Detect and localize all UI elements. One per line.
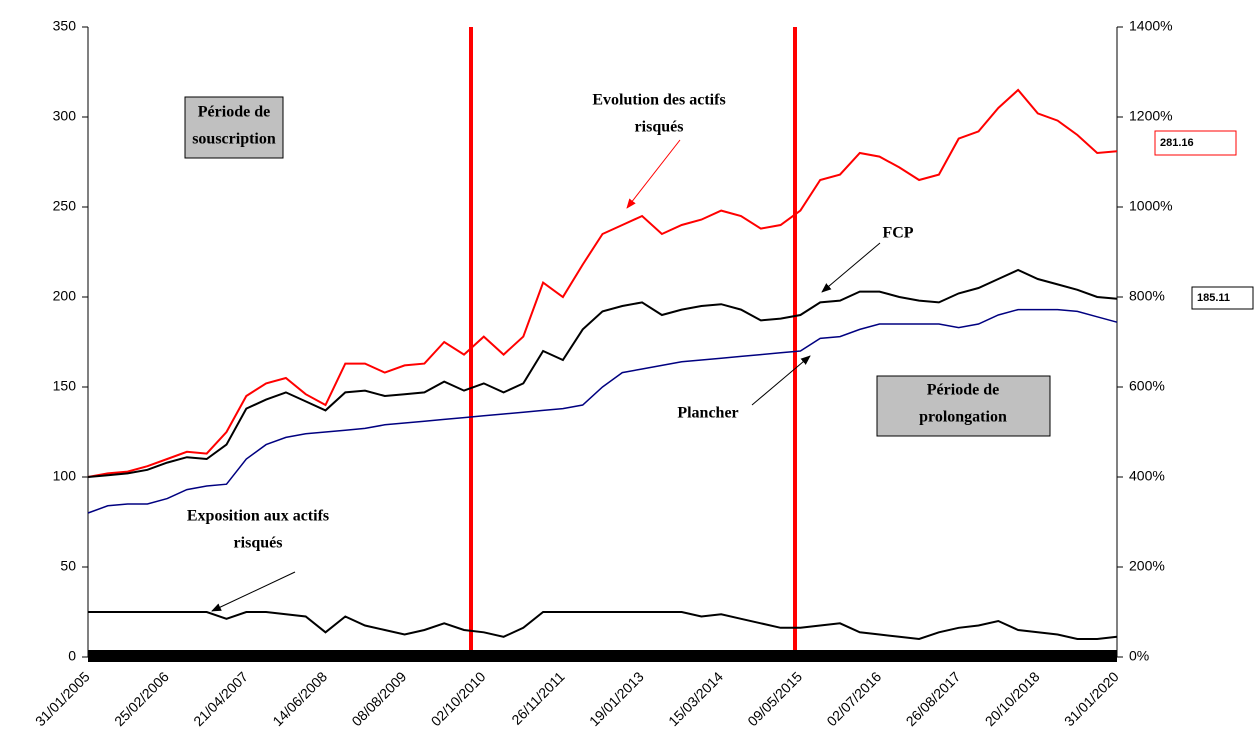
y-tick-label: 300 — [53, 108, 77, 124]
y-tick-label: 50 — [60, 558, 76, 574]
annotation: Période de — [198, 104, 270, 121]
x-tick-label: 08/08/2009 — [348, 668, 409, 729]
x-tick-label: 26/11/2011 — [508, 668, 568, 728]
annotation-box — [184, 96, 284, 159]
y-tick-label: 150 — [53, 378, 77, 394]
annotation: FCP — [882, 225, 913, 242]
annotation: souscription — [192, 131, 276, 148]
y-tick-label: 250 — [53, 198, 77, 214]
annotation: prolongation — [919, 409, 1007, 426]
x-tick-label: 26/08/2017 — [903, 668, 964, 729]
y2-tick-label: 800% — [1129, 288, 1165, 304]
y2-tick-label: 1000% — [1129, 198, 1173, 214]
series-line — [87, 88, 1118, 478]
y2-tick-label: 0% — [1129, 648, 1149, 664]
y2-tick-label: 600% — [1129, 378, 1165, 394]
arrow — [626, 139, 681, 209]
x-tick-label: 14/06/2008 — [269, 668, 330, 729]
x-tick-label: 15/03/2014 — [665, 668, 726, 729]
x-tick-label: 02/10/2010 — [428, 668, 489, 729]
y-tick-label: 0 — [68, 648, 76, 664]
x-tick-label: 19/01/2013 — [586, 668, 647, 729]
value-box — [1191, 286, 1254, 310]
x-tick-label: 31/01/2020 — [1061, 668, 1122, 729]
annotation: Période de — [927, 382, 999, 399]
y-tick-label: 200 — [53, 288, 77, 304]
y-tick-label: 100 — [53, 468, 77, 484]
x-tick-label: 02/07/2016 — [823, 668, 884, 729]
annotation: risqués — [234, 535, 283, 552]
arrow — [821, 242, 881, 293]
annotation: Plancher — [677, 405, 738, 422]
arrow — [751, 355, 811, 406]
annotation: Evolution des actifs — [592, 92, 725, 109]
value-label: 281.16 — [1160, 137, 1194, 149]
y-tick-label: 350 — [53, 18, 77, 34]
arrow — [211, 571, 296, 612]
y2-tick-label: 200% — [1129, 558, 1165, 574]
x-tick-label: 21/04/2007 — [190, 668, 251, 729]
y2-tick-label: 1200% — [1129, 108, 1173, 124]
y2-tick-label: 1400% — [1129, 18, 1173, 34]
series-line — [87, 268, 1118, 478]
annotation-box — [876, 375, 1051, 437]
annotation: risqués — [635, 119, 684, 136]
x-tick-label: 20/10/2018 — [982, 668, 1043, 729]
x-tick-label: 25/02/2006 — [111, 668, 172, 729]
annotation: Exposition aux actifs — [187, 508, 329, 525]
series-line — [87, 308, 1118, 514]
value-box — [1154, 130, 1237, 156]
series-line — [88, 611, 1118, 641]
value-label: 185.11 — [1197, 292, 1230, 304]
x-tick-label: 09/05/2015 — [744, 668, 805, 729]
y2-tick-label: 400% — [1129, 468, 1165, 484]
x-axis — [88, 650, 1117, 662]
x-tick-label: 31/01/2005 — [32, 668, 93, 729]
